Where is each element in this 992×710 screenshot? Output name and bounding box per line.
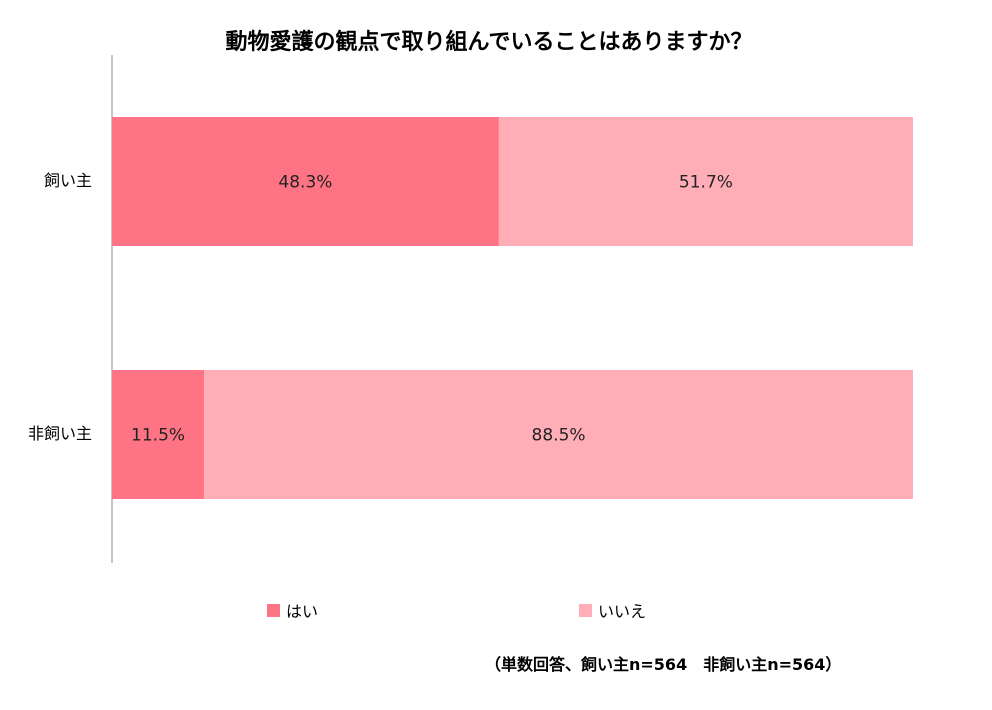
legend-swatch-yes bbox=[267, 603, 280, 617]
legend-label-no: いいえ bbox=[598, 602, 647, 621]
bar-segment bbox=[112, 117, 499, 246]
data-label: 11.5% bbox=[131, 426, 185, 446]
data-label: 48.3% bbox=[278, 173, 332, 193]
category-label: 非飼い主 bbox=[28, 424, 92, 443]
bar-segment bbox=[204, 370, 914, 499]
sample-note: （単数回答、飼い主n=564 非飼い主n=564） bbox=[485, 655, 842, 674]
chart-title: 動物愛護の観点で取り組んでいることはありますか？ bbox=[225, 30, 753, 55]
legend-item-yes: はい bbox=[267, 598, 318, 622]
legend-item-no: いいえ bbox=[579, 598, 646, 622]
legend-label-yes: はい bbox=[286, 602, 319, 621]
bar-segment bbox=[112, 370, 205, 499]
bar-segment bbox=[498, 117, 913, 246]
data-label: 51.7% bbox=[679, 173, 733, 193]
category-label: 飼い主 bbox=[44, 171, 92, 190]
legend-swatch-no bbox=[579, 603, 592, 617]
data-label: 88.5% bbox=[532, 426, 586, 446]
